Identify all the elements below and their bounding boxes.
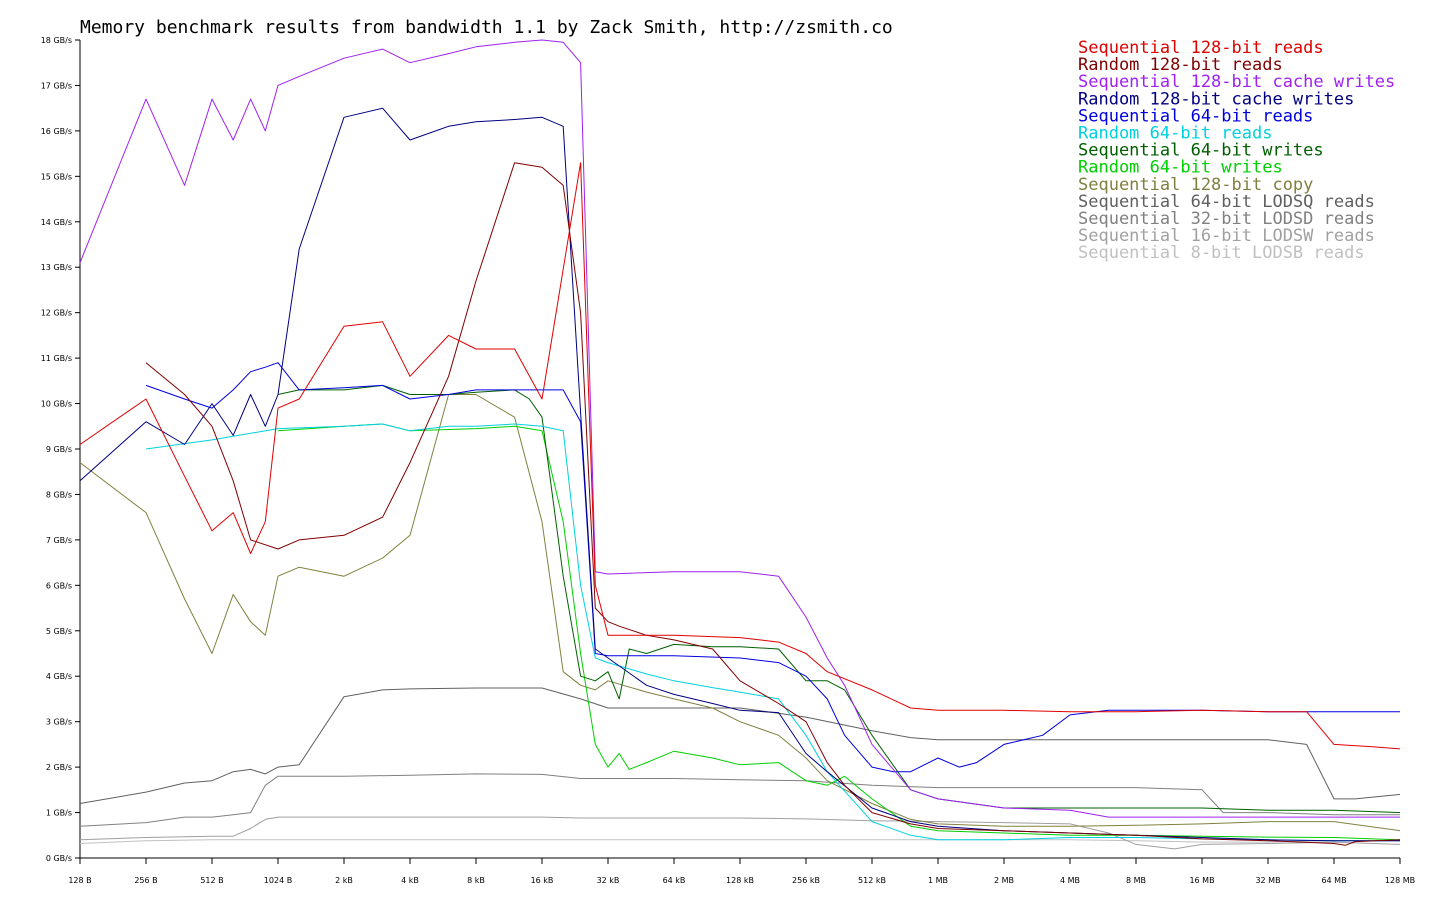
legend-entry: Sequential 32-bit LODSD reads bbox=[1078, 209, 1375, 229]
legend-entry: Random 128-bit cache writes bbox=[1078, 89, 1354, 109]
x-tick-label: 1 MB bbox=[928, 876, 948, 885]
x-tick-label: 16 MB bbox=[1189, 876, 1214, 885]
x-tick-label: 8 MB bbox=[1126, 876, 1146, 885]
x-tick-label: 512 kB bbox=[858, 876, 886, 885]
series-line bbox=[277, 423, 1401, 841]
y-tick-label: 15 GB/s bbox=[41, 172, 72, 181]
x-tick-label: 128 MB bbox=[1385, 876, 1415, 885]
y-tick-label: 3 GB/s bbox=[46, 718, 72, 727]
x-tick-label: 4 kB bbox=[401, 876, 419, 885]
y-tick-label: 7 GB/s bbox=[46, 536, 72, 545]
y-tick-label: 2 GB/s bbox=[46, 763, 72, 772]
series-line bbox=[79, 162, 1401, 750]
x-tick-label: 128 B bbox=[68, 876, 91, 885]
series-line bbox=[145, 423, 1400, 842]
x-tick-label: 256 B bbox=[134, 876, 157, 885]
legend-entry: Sequential 128-bit copy bbox=[1078, 175, 1313, 195]
y-tick-label: 12 GB/s bbox=[41, 309, 72, 318]
legend-entry: Random 64-bit reads bbox=[1078, 124, 1272, 144]
y-tick-label: 4 GB/s bbox=[46, 672, 72, 681]
x-tick-label: 16 kB bbox=[531, 876, 554, 885]
legend-entry: Sequential 128-bit cache writes bbox=[1078, 72, 1395, 92]
series-line bbox=[79, 394, 1401, 832]
legend-entry: Random 64-bit writes bbox=[1078, 158, 1283, 178]
x-tick-label: 64 MB bbox=[1321, 876, 1346, 885]
series-line bbox=[277, 384, 1401, 814]
x-tick-label: 32 MB bbox=[1255, 876, 1280, 885]
x-tick-label: 2 MB bbox=[994, 876, 1014, 885]
y-tick-label: 16 GB/s bbox=[41, 127, 72, 136]
x-tick-label: 512 B bbox=[200, 876, 223, 885]
y-tick-label: 8 GB/s bbox=[46, 490, 72, 499]
y-tick-label: 17 GB/s bbox=[41, 81, 72, 90]
y-tick-label: 1 GB/s bbox=[46, 809, 72, 818]
series-line bbox=[145, 362, 1400, 773]
x-tick-label: 32 kB bbox=[597, 876, 620, 885]
series-line bbox=[79, 773, 1400, 827]
legend-entry: Random 128-bit reads bbox=[1078, 55, 1283, 75]
x-tick-label: 64 kB bbox=[663, 876, 686, 885]
y-tick-label: 5 GB/s bbox=[46, 627, 72, 636]
y-tick-label: 10 GB/s bbox=[41, 400, 72, 409]
legend-entry: Sequential 64-bit reads bbox=[1078, 106, 1313, 126]
x-tick-label: 256 kB bbox=[792, 876, 820, 885]
chart-title: Memory benchmark results from bandwidth … bbox=[80, 17, 893, 38]
series-line bbox=[79, 687, 1401, 804]
legend-entry: Sequential 8-bit LODSB reads bbox=[1078, 243, 1365, 263]
x-tick-label: 8 kB bbox=[467, 876, 485, 885]
x-tick-label: 1024 B bbox=[264, 876, 292, 885]
y-tick-label: 0 GB/s bbox=[46, 854, 72, 863]
x-tick-label: 4 MB bbox=[1060, 876, 1080, 885]
series-line bbox=[79, 816, 1401, 850]
legend-entry: Sequential 128-bit reads bbox=[1078, 38, 1324, 58]
legend-entry: Sequential 16-bit LODSW reads bbox=[1078, 226, 1375, 246]
y-tick-label: 11 GB/s bbox=[41, 354, 72, 363]
legend-entry: Sequential 64-bit writes bbox=[1078, 141, 1324, 161]
series-line bbox=[79, 839, 1400, 844]
x-tick-label: 128 kB bbox=[726, 876, 754, 885]
axes: 0 GB/s 1 GB/s 2 GB/s 3 GB/s 4 GB/s 5 GB/s 6 GB… bbox=[41, 36, 1415, 885]
y-tick-label: 18 GB/s bbox=[41, 36, 72, 45]
y-tick-label: 9 GB/s bbox=[46, 445, 72, 454]
legend-entry: Sequential 64-bit LODSQ reads bbox=[1078, 192, 1375, 212]
y-tick-label: 14 GB/s bbox=[41, 218, 72, 227]
y-tick-label: 13 GB/s bbox=[41, 263, 72, 272]
y-tick-label: 6 GB/s bbox=[46, 581, 72, 590]
series-lines bbox=[79, 39, 1401, 850]
x-tick-label: 2 kB bbox=[335, 876, 353, 885]
